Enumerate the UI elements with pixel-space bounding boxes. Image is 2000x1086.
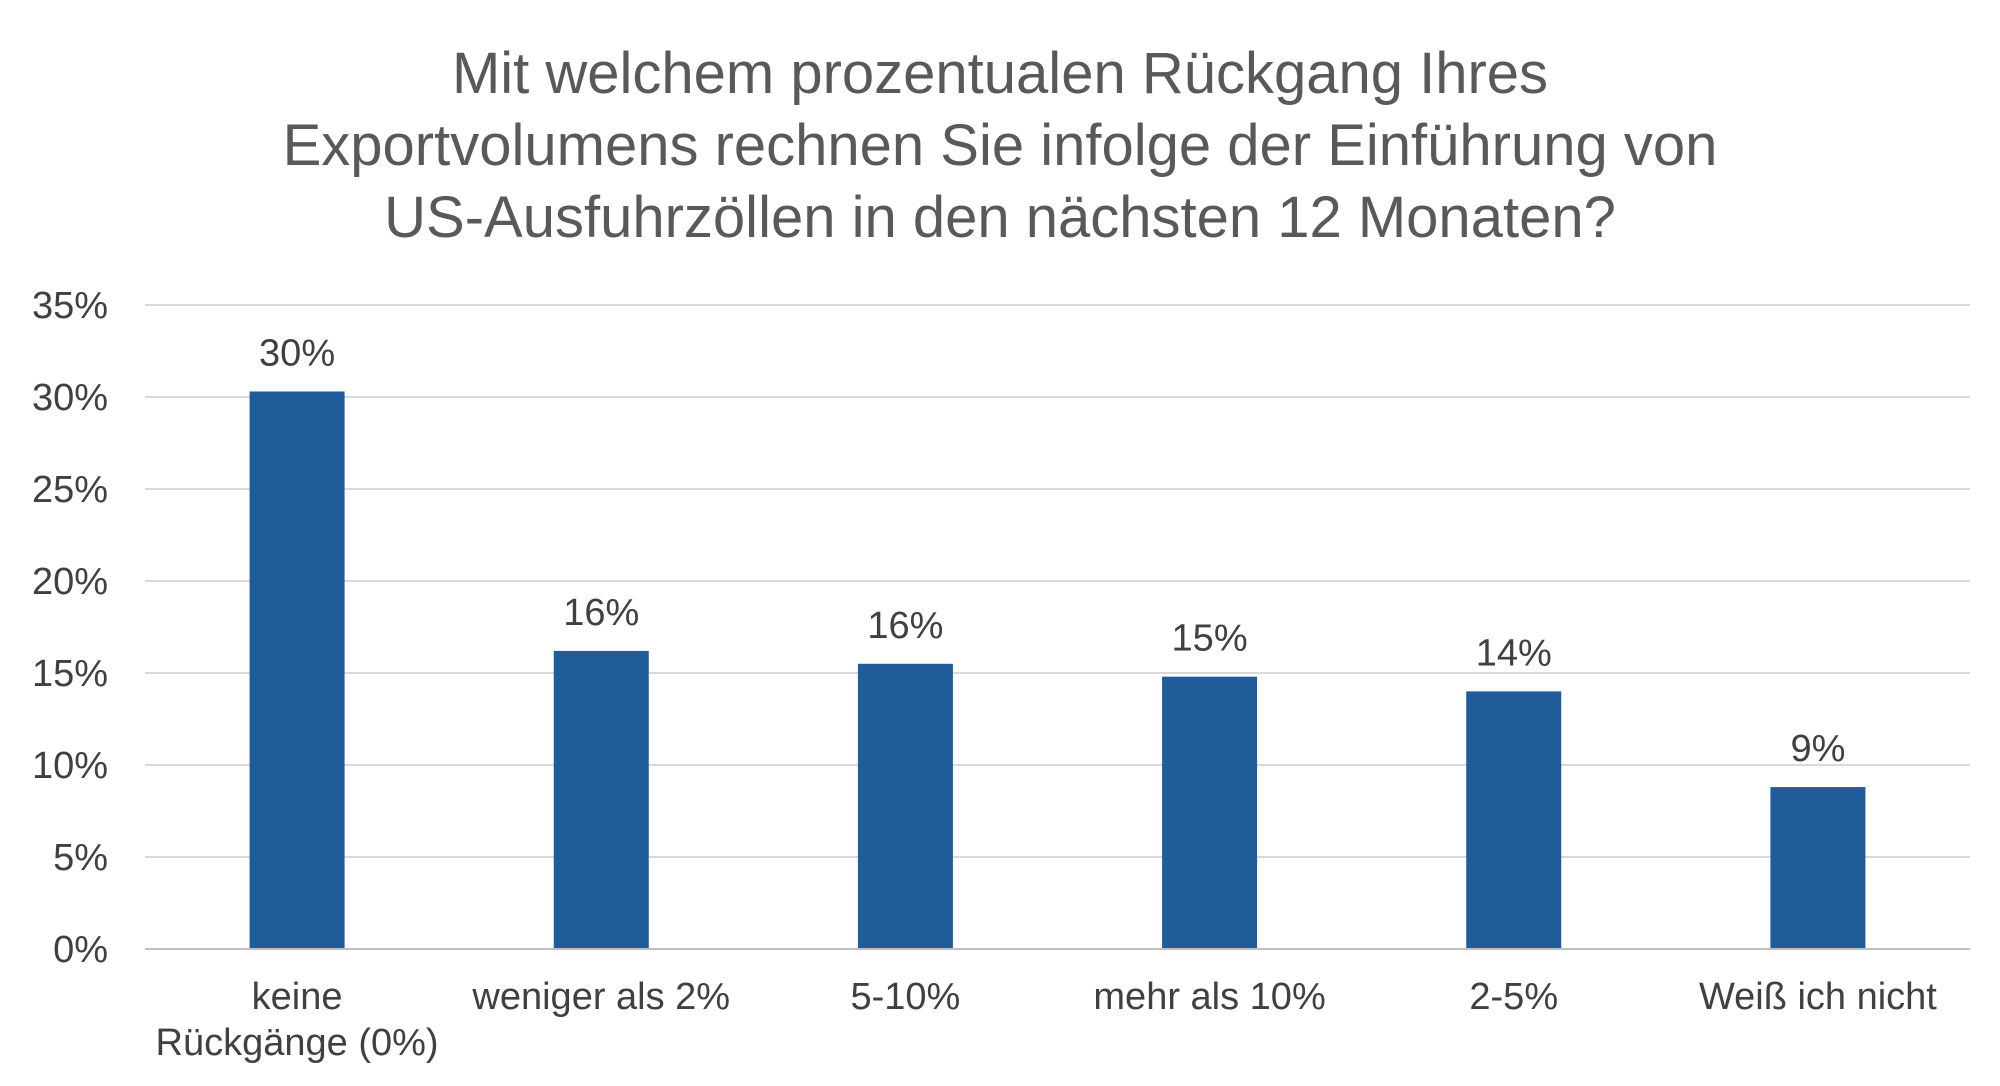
y-tick-label: 35% xyxy=(32,285,108,327)
bar xyxy=(249,391,345,950)
data-label: 14% xyxy=(1476,632,1552,674)
x-tick-label: keine xyxy=(252,976,343,1018)
y-tick-label: 10% xyxy=(32,745,108,787)
y-tick-label: 30% xyxy=(32,377,108,419)
bar xyxy=(553,650,649,949)
data-label: 16% xyxy=(563,592,639,634)
y-tick-label: 15% xyxy=(32,653,108,695)
y-tick-label: 0% xyxy=(53,929,108,971)
chart-title-line: Exportvolumens rechnen Sie infolge der E… xyxy=(282,113,1718,178)
data-label: 15% xyxy=(1172,618,1248,660)
chart-title: Mit welchem prozentualen Rückgang Ihres … xyxy=(0,38,2000,254)
x-tick-label: Rückgänge (0%) xyxy=(156,1022,439,1064)
data-label: 16% xyxy=(867,605,943,647)
x-tick-label: weniger als 2% xyxy=(471,976,730,1018)
chart-title-line: US-Ausfuhrzöllen in den nächsten 12 Mona… xyxy=(384,185,1616,250)
bar xyxy=(1770,787,1866,949)
y-tick-label: 25% xyxy=(32,469,108,511)
x-tick-label: Weiß ich nicht xyxy=(1699,976,1937,1018)
x-tick-label: 5-10% xyxy=(850,976,960,1018)
bar xyxy=(1466,691,1562,949)
bar xyxy=(857,663,953,949)
x-tick-label: 2-5% xyxy=(1469,976,1558,1018)
y-tick-label: 20% xyxy=(32,561,108,603)
chart-title-line: Mit welchem prozentualen Rückgang Ihres xyxy=(451,41,1549,106)
data-label: 9% xyxy=(1790,728,1845,770)
x-tick-label: mehr als 10% xyxy=(1093,976,1325,1018)
y-tick-label: 5% xyxy=(53,837,108,879)
data-label: 30% xyxy=(259,332,335,374)
bar xyxy=(1162,676,1258,949)
